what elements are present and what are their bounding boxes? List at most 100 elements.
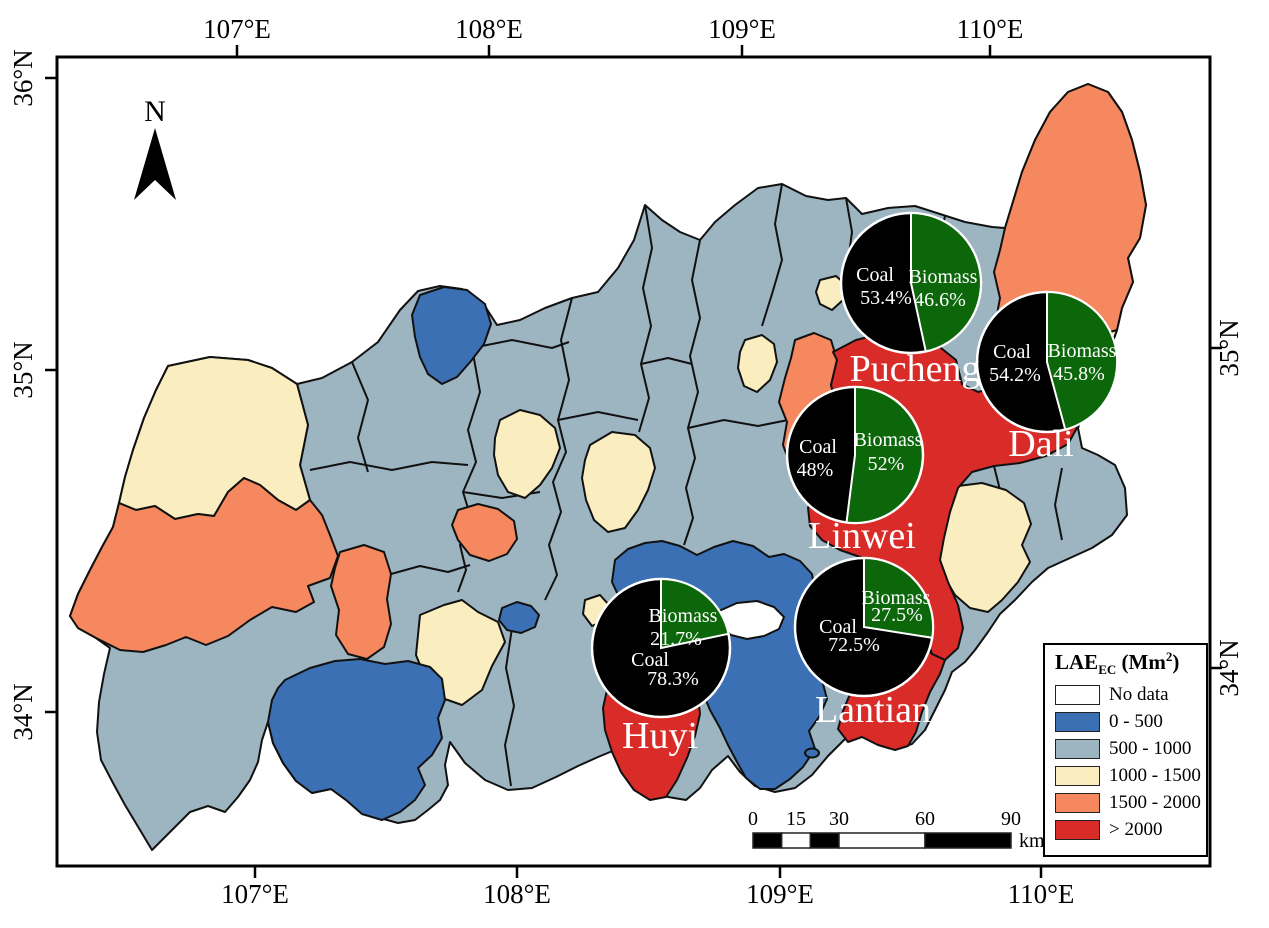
legend-item-label: 1000 - 1500 xyxy=(1109,765,1201,787)
scale-bar-number: 60 xyxy=(915,808,935,830)
legend-item-label: 0 - 500 xyxy=(1109,711,1163,733)
pie-slice-percent: 48% xyxy=(797,459,834,481)
pie-slice-label: Coal xyxy=(819,616,857,638)
scale-bar-number: 15 xyxy=(786,808,806,830)
pie-slice-percent: 46.6% xyxy=(914,289,966,311)
legend-item: 500 - 1000 xyxy=(1055,738,1206,760)
legend-item: 1000 - 1500 xyxy=(1055,765,1206,787)
axis-label-left: 35°N xyxy=(8,341,38,398)
county-border xyxy=(557,411,639,421)
legend-item-label: No data xyxy=(1109,684,1169,706)
pie-slice-percent: 78.3% xyxy=(647,668,699,690)
pie-slice-label: Coal xyxy=(993,341,1031,363)
axis-label-left: 34°N xyxy=(8,683,38,740)
pie-slice-percent: 53.4% xyxy=(860,287,912,309)
pie-slice-biomass xyxy=(660,577,730,650)
legend-item-label: 500 - 1000 xyxy=(1109,738,1192,760)
county-border xyxy=(351,361,369,473)
county-border xyxy=(1054,467,1063,541)
pie-slice-percent: 27.5% xyxy=(871,604,923,626)
pie-slice-label: Coal xyxy=(799,436,837,458)
legend-swatch xyxy=(1055,766,1100,787)
scale-bar-segment xyxy=(752,832,783,849)
pie-slice-percent: 52% xyxy=(868,453,905,475)
pie-slice-percent: 72.5% xyxy=(828,634,880,656)
legend-title: LAEEC (Mm2) xyxy=(1055,649,1206,678)
county-blue-nw xyxy=(411,286,492,385)
county-orange xyxy=(451,503,518,562)
county-yellow xyxy=(815,275,846,311)
county-border xyxy=(640,357,693,365)
scale-bar-number: 90 xyxy=(1001,808,1021,830)
legend-title-sup: 2 xyxy=(1165,649,1173,664)
region-label-huyi: Huyi xyxy=(622,715,698,757)
pie-slice-biomass xyxy=(845,385,924,524)
legend-item: 1500 - 2000 xyxy=(1055,792,1206,814)
pie-slice-biomass xyxy=(910,211,982,353)
axis-label-top: 109°E xyxy=(708,14,776,44)
axis-label-top: 110°E xyxy=(957,14,1024,44)
scale-bar-number: 0 xyxy=(748,808,758,830)
axis-label-top: 107°E xyxy=(203,14,271,44)
county-border xyxy=(471,339,570,349)
county-border xyxy=(390,564,471,575)
legend-items: No data 0 - 500 500 - 1000 1000 - 1500 1500 … xyxy=(1055,684,1206,841)
legend-item: 0 - 500 xyxy=(1055,711,1206,733)
north-arrow: N xyxy=(134,95,176,200)
county-border xyxy=(504,627,515,787)
legend-title-close: ) xyxy=(1172,650,1180,674)
pie-slice-label: Coal xyxy=(856,264,894,286)
legend-item-label: > 2000 xyxy=(1109,819,1163,841)
county-border xyxy=(457,302,484,593)
north-arrow-label: N xyxy=(144,95,166,128)
region-label-lantian: Lantian xyxy=(815,689,931,731)
county-blue xyxy=(498,601,540,634)
axis-label-left: 36°N xyxy=(8,49,38,106)
county-orange xyxy=(330,544,392,660)
county-blue-south xyxy=(267,658,446,821)
scale-bar-segment xyxy=(838,832,926,849)
legend-title-main: LAE xyxy=(1055,650,1099,674)
axis-label-top: 108°E xyxy=(455,14,523,44)
pie-slice-label: Biomass xyxy=(649,605,718,627)
pie-slice-biomass xyxy=(1046,290,1119,431)
legend-item: > 2000 xyxy=(1055,819,1206,841)
pie-slice-percent: 45.8% xyxy=(1053,363,1105,385)
legend-item: No data xyxy=(1055,684,1206,706)
county-yellow xyxy=(737,334,778,393)
pie-slice-label: Biomass xyxy=(862,587,931,609)
scale-bar-unit: km xyxy=(1019,830,1045,852)
legend-swatch xyxy=(1055,820,1100,841)
county-yellow xyxy=(581,431,656,533)
axis-label-right: 34°N xyxy=(1214,639,1244,696)
legend-title-sub: EC xyxy=(1098,662,1117,678)
pie-slice-label: Biomass xyxy=(909,266,978,288)
legend-title-unit: (Mm xyxy=(1116,650,1166,674)
county-blue-islet xyxy=(804,747,820,759)
pie-slice-label: Biomass xyxy=(1048,340,1117,362)
axis-label-bottom: 107°E xyxy=(221,879,289,909)
county-yellow xyxy=(493,409,561,499)
pie-slice-biomass xyxy=(863,556,935,639)
pie-slice-label: Biomass xyxy=(854,429,923,451)
legend-swatch xyxy=(1055,712,1100,733)
legend-swatch xyxy=(1055,793,1100,814)
region-label-dali: Dali xyxy=(1008,423,1073,465)
pie-slice-label: Coal xyxy=(631,649,669,671)
scale-bar-segment xyxy=(924,832,1012,849)
county-border xyxy=(309,461,469,471)
axis-label-bottom: 109°E xyxy=(746,879,814,909)
county-orange-west-band xyxy=(69,477,339,653)
county-border xyxy=(687,419,789,429)
county-border xyxy=(761,183,783,327)
pie-slice-percent: 21.7% xyxy=(650,628,702,650)
axis-label-right: 35°N xyxy=(1214,319,1244,376)
county-border xyxy=(683,239,701,546)
